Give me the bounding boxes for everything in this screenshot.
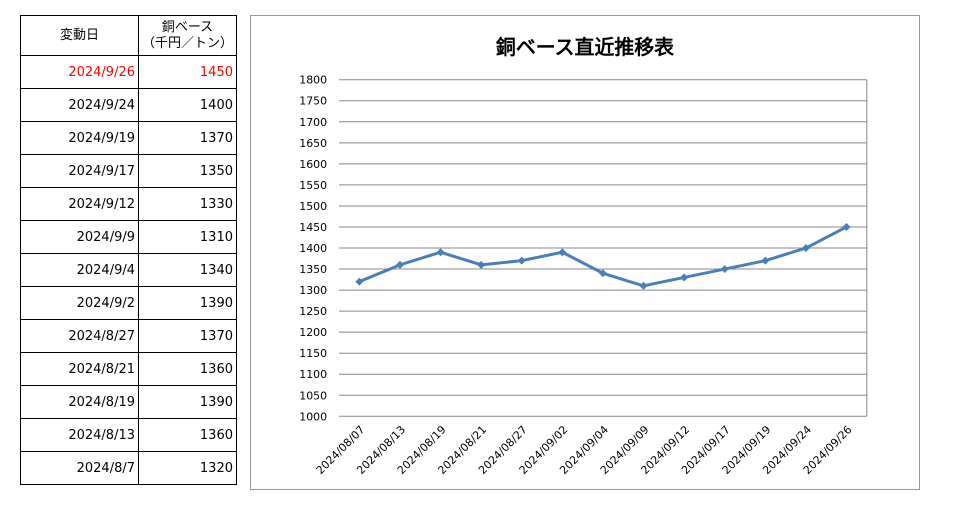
y-tick-label: 1550 <box>299 179 327 192</box>
y-tick-label: 1300 <box>299 284 327 297</box>
data-point <box>639 281 648 290</box>
y-tick-label: 1200 <box>299 326 327 339</box>
price-cell: 1370 <box>138 319 237 353</box>
table-row: 2024/8/13 1360 <box>20 418 237 452</box>
date-cell: 2024/9/24 <box>20 88 139 122</box>
header-date: 変動日 <box>20 15 139 56</box>
y-tick-label: 1100 <box>299 368 327 381</box>
date-cell: 2024/9/12 <box>20 187 139 221</box>
y-tick-label: 1750 <box>299 95 327 108</box>
date-cell: 2024/9/4 <box>20 253 139 287</box>
header-row: 変動日 銅ベース （千円／トン） <box>20 15 237 56</box>
table-row: 2024/9/17 1350 <box>20 154 237 188</box>
date-cell: 2024/8/13 <box>20 418 139 452</box>
data-point <box>761 256 770 265</box>
data-point <box>395 260 404 269</box>
y-tick-label: 1050 <box>299 389 327 402</box>
table-row: 2024/9/4 1340 <box>20 253 237 287</box>
table-row: 2024/8/21 1360 <box>20 352 237 386</box>
table-row: 2024/9/2 1390 <box>20 286 237 320</box>
price-cell: 1340 <box>138 253 237 287</box>
y-tick-label: 1600 <box>299 158 327 171</box>
date-cell: 2024/8/27 <box>20 319 139 353</box>
data-point <box>680 273 689 282</box>
data-point <box>558 248 567 257</box>
y-tick-label: 1000 <box>299 410 327 423</box>
price-cell: 1320 <box>138 451 237 485</box>
chart-title: 銅ベース直近推移表 <box>496 35 674 59</box>
table-row: 2024/9/24 1400 <box>20 88 237 122</box>
date-cell: 2024/9/19 <box>20 121 139 155</box>
y-tick-label: 1800 <box>299 74 327 87</box>
table-row: 2024/9/9 1310 <box>20 220 237 254</box>
date-cell: 2024/9/2 <box>20 286 139 320</box>
y-tick-label: 1350 <box>299 263 327 276</box>
data-point <box>436 248 445 257</box>
table-row: 2024/9/19 1370 <box>20 121 237 155</box>
data-point <box>598 269 607 278</box>
copper-chart: 銅ベース直近推移表 1000 1050 1100 1150 1200 1250 1300 135… <box>250 15 920 490</box>
date-cell: 2024/9/17 <box>20 154 139 188</box>
table-row: 2024/8/19 1390 <box>20 385 237 419</box>
price-table: 変動日 銅ベース （千円／トン） 2024/9/26 1450 2024/9/24 1400… <box>20 15 237 485</box>
price-cell: 1310 <box>138 220 237 254</box>
data-point <box>355 277 364 286</box>
table-row: 2024/8/7 1320 <box>20 451 237 485</box>
price-cell: 1350 <box>138 154 237 188</box>
y-tick-label: 1650 <box>299 137 327 150</box>
date-cell: 2024/8/21 <box>20 352 139 386</box>
y-tick-label: 1250 <box>299 305 327 318</box>
table-row: 2024/8/27 1370 <box>20 319 237 353</box>
y-tick-label: 1450 <box>299 221 327 234</box>
date-cell: 2024/9/26 <box>20 55 139 89</box>
y-tick-label: 1400 <box>299 242 327 255</box>
y-tick-label: 1500 <box>299 200 327 213</box>
data-point <box>842 222 851 231</box>
table-row: 2024/9/26 1450 <box>20 55 237 89</box>
price-cell: 1400 <box>138 88 237 122</box>
date-cell: 2024/9/9 <box>20 220 139 254</box>
data-point <box>720 265 729 274</box>
price-cell: 1450 <box>138 55 237 89</box>
price-cell: 1330 <box>138 187 237 221</box>
price-cell: 1390 <box>138 286 237 320</box>
data-point <box>517 256 526 265</box>
date-cell: 2024/8/7 <box>20 451 139 485</box>
y-tick-label: 1700 <box>299 116 327 129</box>
header-price: 銅ベース （千円／トン） <box>138 15 237 56</box>
price-cell: 1360 <box>138 352 237 386</box>
y-tick-label: 1150 <box>299 347 327 360</box>
date-cell: 2024/8/19 <box>20 385 139 419</box>
data-point <box>477 260 486 269</box>
price-cell: 1360 <box>138 418 237 452</box>
table-row: 2024/9/12 1330 <box>20 187 237 221</box>
price-cell: 1370 <box>138 121 237 155</box>
price-cell: 1390 <box>138 385 237 419</box>
